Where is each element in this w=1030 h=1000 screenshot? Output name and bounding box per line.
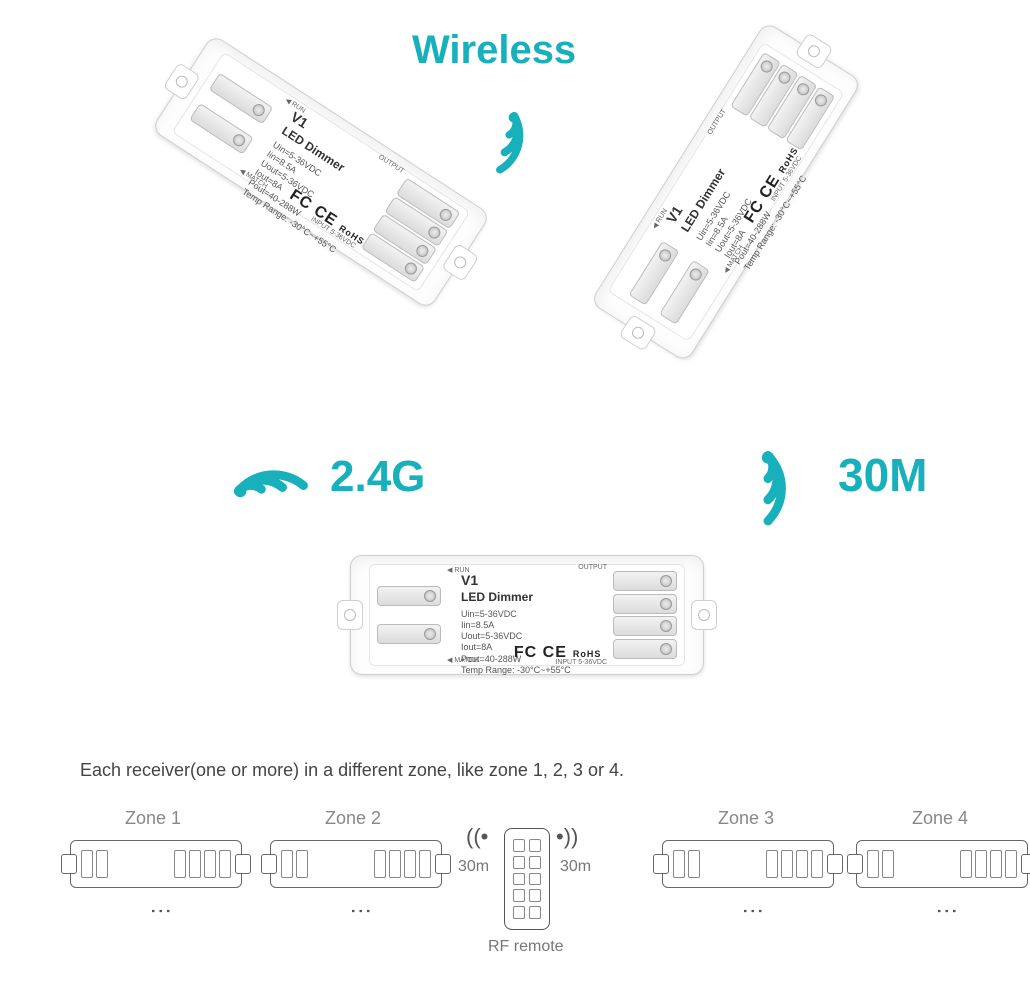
zone-receiver xyxy=(856,840,1028,888)
rf-remote xyxy=(504,828,550,930)
signal-left-icon: ((• xyxy=(466,824,488,850)
range-left-label: 30m xyxy=(458,858,489,876)
led-dimmer-device: ◀ RUN ◀ MATCH OUTPUT INPUT 5-36VDC V1 LE… xyxy=(350,555,704,675)
rf-remote-label: RF remote xyxy=(488,938,564,956)
zone-label: Zone 3 xyxy=(718,808,774,829)
range-label: 30M xyxy=(838,448,927,502)
zone-label: Zone 1 xyxy=(125,808,181,829)
zone-receiver xyxy=(70,840,242,888)
led-dimmer-device: ◀ RUN ◀ MATCH OUTPUT INPUT 5-36VDC V1 LE… xyxy=(590,21,863,363)
zone-receiver xyxy=(270,840,442,888)
zones-caption: Each receiver(one or more) in a differen… xyxy=(80,760,624,781)
freq-label: 2.4G xyxy=(330,452,425,502)
zone-label: Zone 4 xyxy=(912,808,968,829)
ellipsis-icon: ⋮ xyxy=(348,900,374,924)
wifi-icon xyxy=(219,437,318,537)
zone-receiver xyxy=(662,840,834,888)
signal-right-icon: •)) xyxy=(556,824,578,850)
wifi-icon xyxy=(720,437,820,537)
led-dimmer-device: ◀ RUN ◀ MATCH OUTPUT INPUT 5-36VDC V1 LE… xyxy=(151,34,492,310)
wireless-title: Wireless xyxy=(412,28,576,73)
wifi-icon xyxy=(468,100,550,184)
ellipsis-icon: ⋮ xyxy=(934,900,960,924)
ellipsis-icon: ⋮ xyxy=(148,900,174,924)
zone-label: Zone 2 xyxy=(325,808,381,829)
range-right-label: 30m xyxy=(560,858,591,876)
ellipsis-icon: ⋮ xyxy=(740,900,766,924)
